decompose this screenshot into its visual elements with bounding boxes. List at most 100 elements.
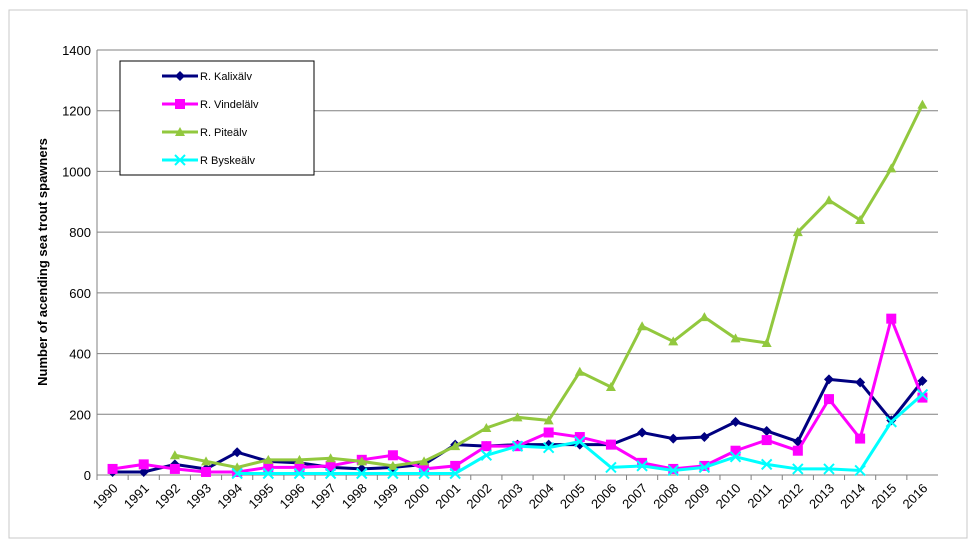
data-point: [698, 461, 711, 474]
data-point: [542, 441, 555, 454]
data-point: [356, 467, 368, 480]
data-point: [263, 462, 274, 473]
data-point: [605, 461, 617, 474]
legend-marker: [175, 71, 185, 81]
data-point: [667, 464, 679, 477]
data-point: [699, 432, 710, 443]
legend-marker: [175, 127, 185, 136]
data-point: [419, 463, 430, 474]
y-axis-label: Number of acending sea trout spawners: [35, 138, 50, 386]
data-point: [855, 433, 866, 444]
data-point: [792, 463, 804, 475]
data-point: [450, 441, 461, 451]
data-point: [636, 460, 648, 472]
data-point: [885, 416, 897, 428]
data-point: [450, 460, 461, 471]
data-point: [668, 433, 679, 444]
data-point: [574, 435, 586, 448]
data-point: [730, 445, 741, 456]
data-point: [138, 466, 149, 477]
y-tick-label: 600: [69, 286, 91, 301]
data-point: [169, 463, 180, 474]
data-point: [543, 427, 554, 438]
data-point: [543, 415, 554, 425]
data-point: [232, 462, 243, 472]
data-point: [418, 467, 430, 480]
legend-marker: [174, 154, 186, 166]
data-point: [232, 466, 243, 477]
data-point: [419, 456, 430, 466]
data-point: [699, 312, 710, 322]
y-tick-label: 0: [84, 468, 91, 483]
y-tick-label: 1200: [62, 104, 91, 119]
data-point: [637, 457, 648, 468]
data-point: [730, 333, 741, 343]
data-point: [854, 464, 866, 477]
data-point: [761, 337, 772, 347]
data-point: [449, 467, 461, 480]
data-point: [823, 394, 834, 405]
legend-marker: [175, 99, 185, 109]
y-tick-label: 800: [69, 225, 91, 240]
data-point: [325, 460, 336, 471]
data-point: [169, 450, 180, 460]
legend-label: R. Kalixälv: [200, 71, 252, 83]
y-tick-label: 400: [69, 347, 91, 362]
data-point: [917, 392, 928, 403]
data-point: [792, 227, 803, 237]
data-point: [668, 463, 679, 474]
data-point: [481, 422, 492, 432]
data-point: [730, 416, 741, 427]
legend-label: R. Vindelälv: [200, 99, 259, 111]
data-point: [823, 463, 835, 475]
data-point: [293, 467, 306, 480]
data-point: [729, 451, 742, 463]
data-point: [325, 453, 336, 463]
data-point: [201, 466, 212, 477]
data-point: [263, 454, 274, 464]
data-point: [917, 375, 928, 386]
data-point: [324, 467, 337, 480]
data-point: [232, 447, 243, 458]
data-point: [886, 313, 897, 324]
legend-label: R. Piteälv: [200, 127, 248, 139]
data-point: [886, 163, 897, 173]
data-point: [387, 450, 398, 461]
data-point: [574, 366, 585, 376]
data-point: [637, 321, 648, 331]
data-point: [138, 459, 149, 470]
data-point: [201, 456, 212, 466]
data-point: [574, 432, 585, 443]
data-point: [512, 412, 523, 422]
data-point: [792, 445, 803, 456]
data-point: [387, 460, 398, 470]
data-point: [760, 458, 773, 471]
data-point: [637, 427, 648, 438]
data-point: [511, 440, 524, 452]
data-point: [605, 439, 616, 450]
y-tick-label: 1400: [62, 43, 91, 58]
data-point: [231, 467, 243, 480]
data-point: [823, 195, 834, 205]
data-point: [917, 99, 928, 109]
y-tick-label: 1000: [62, 164, 91, 179]
y-tick-label: 200: [69, 407, 91, 422]
data-point: [294, 462, 305, 473]
data-point: [480, 449, 493, 461]
legend-label: R Byskeälv: [200, 155, 256, 167]
data-point: [605, 381, 616, 391]
data-point: [823, 374, 834, 385]
data-point: [262, 467, 275, 480]
data-point: [855, 215, 866, 224]
data-point: [761, 425, 772, 436]
legend-box: [119, 60, 315, 176]
data-point: [916, 388, 929, 401]
data-point: [294, 454, 305, 464]
data-point: [761, 435, 772, 446]
data-point: [387, 467, 399, 480]
data-point: [481, 441, 492, 452]
data-point: [356, 456, 367, 466]
data-point: [668, 336, 679, 346]
data-point: [107, 463, 118, 474]
